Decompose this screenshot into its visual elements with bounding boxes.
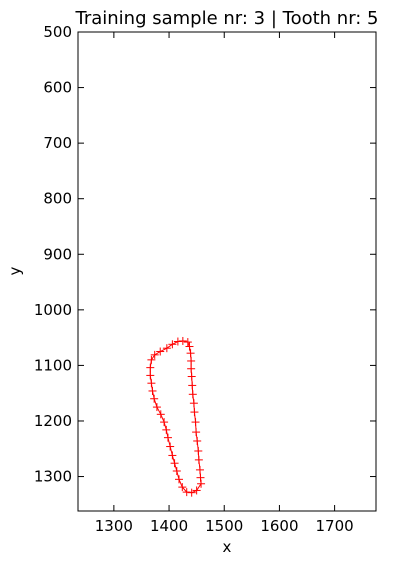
contour-point-marker [189, 399, 198, 408]
contour-point-marker [152, 403, 161, 412]
contour-point-marker [168, 451, 177, 460]
contour-point-marker [147, 379, 156, 388]
x-tick-label: 1600 [260, 517, 298, 535]
contour-point-marker [168, 340, 177, 349]
contour-point-marker [150, 350, 159, 359]
contour-point-marker [160, 418, 169, 427]
series-contour-line [149, 340, 202, 494]
contour-point-marker [195, 465, 204, 474]
contour-point-marker [187, 364, 196, 373]
y-tick-label: 1200 [34, 412, 72, 430]
contour-point-marker [197, 479, 206, 488]
contour-point-marker [194, 446, 203, 455]
y-tick-label: 1100 [34, 356, 72, 374]
contour-point-marker [188, 381, 197, 390]
x-tick-label: 1300 [95, 517, 133, 535]
contour-point-marker [146, 371, 155, 380]
contour-point-marker [186, 349, 195, 358]
x-axis-label: x [223, 538, 232, 556]
y-tick-label: 900 [43, 245, 72, 263]
y-tick-label: 600 [43, 79, 72, 97]
axes-frame [77, 31, 377, 512]
contour-point-marker [156, 347, 165, 356]
contour-point-marker [182, 488, 191, 497]
contour-point-marker [162, 344, 171, 353]
x-tick-label: 1400 [150, 517, 188, 535]
y-axis-label: y [6, 266, 24, 275]
contour-point-marker [147, 355, 156, 364]
contour-point-marker [187, 356, 196, 365]
contour-point-marker [172, 466, 181, 475]
contour-point-marker [150, 394, 159, 403]
x-tick-label: 1700 [316, 517, 354, 535]
contour-point-marker [193, 436, 202, 445]
contour-point-marker [178, 336, 187, 345]
contour-point-marker [162, 425, 171, 434]
contour-point-marker [187, 372, 196, 381]
contour-point-marker [148, 386, 157, 395]
y-tick-label: 1300 [34, 468, 72, 486]
y-tick-label: 1000 [34, 301, 72, 319]
contour-point-marker [191, 418, 200, 427]
contour-point-marker [185, 342, 194, 351]
y-tick-label: 700 [43, 134, 72, 152]
contour-point-marker [190, 408, 199, 417]
contour-point-marker [187, 488, 196, 497]
contour-point-marker [196, 473, 205, 482]
contour-point-marker [188, 390, 197, 399]
y-axis-ticks: 500 600 700 800 900 1000 1100 1200 1300 [34, 23, 376, 486]
contour-point-marker [192, 428, 201, 437]
contour-point-marker [146, 363, 155, 372]
contour-point-marker [178, 483, 187, 492]
contour-point-marker [183, 338, 192, 347]
contour-point-marker [174, 475, 183, 484]
contour-point-marker [173, 337, 182, 346]
series-layer [146, 336, 206, 497]
contour-point-marker [170, 459, 179, 468]
x-tick-label: 1500 [205, 517, 243, 535]
chart-title: Training sample nr: 3 | Tooth nr: 5 [74, 8, 378, 29]
contour-point-marker [166, 442, 175, 451]
y-tick-label: 800 [43, 190, 72, 208]
y-tick-label: 500 [43, 23, 72, 41]
contour-point-marker [194, 455, 203, 464]
contour-point-marker [156, 410, 165, 419]
x-axis-ticks: 1300 1400 1500 1600 1700 [95, 32, 354, 535]
contour-point-marker [192, 486, 201, 495]
contour-point-marker [163, 433, 172, 442]
